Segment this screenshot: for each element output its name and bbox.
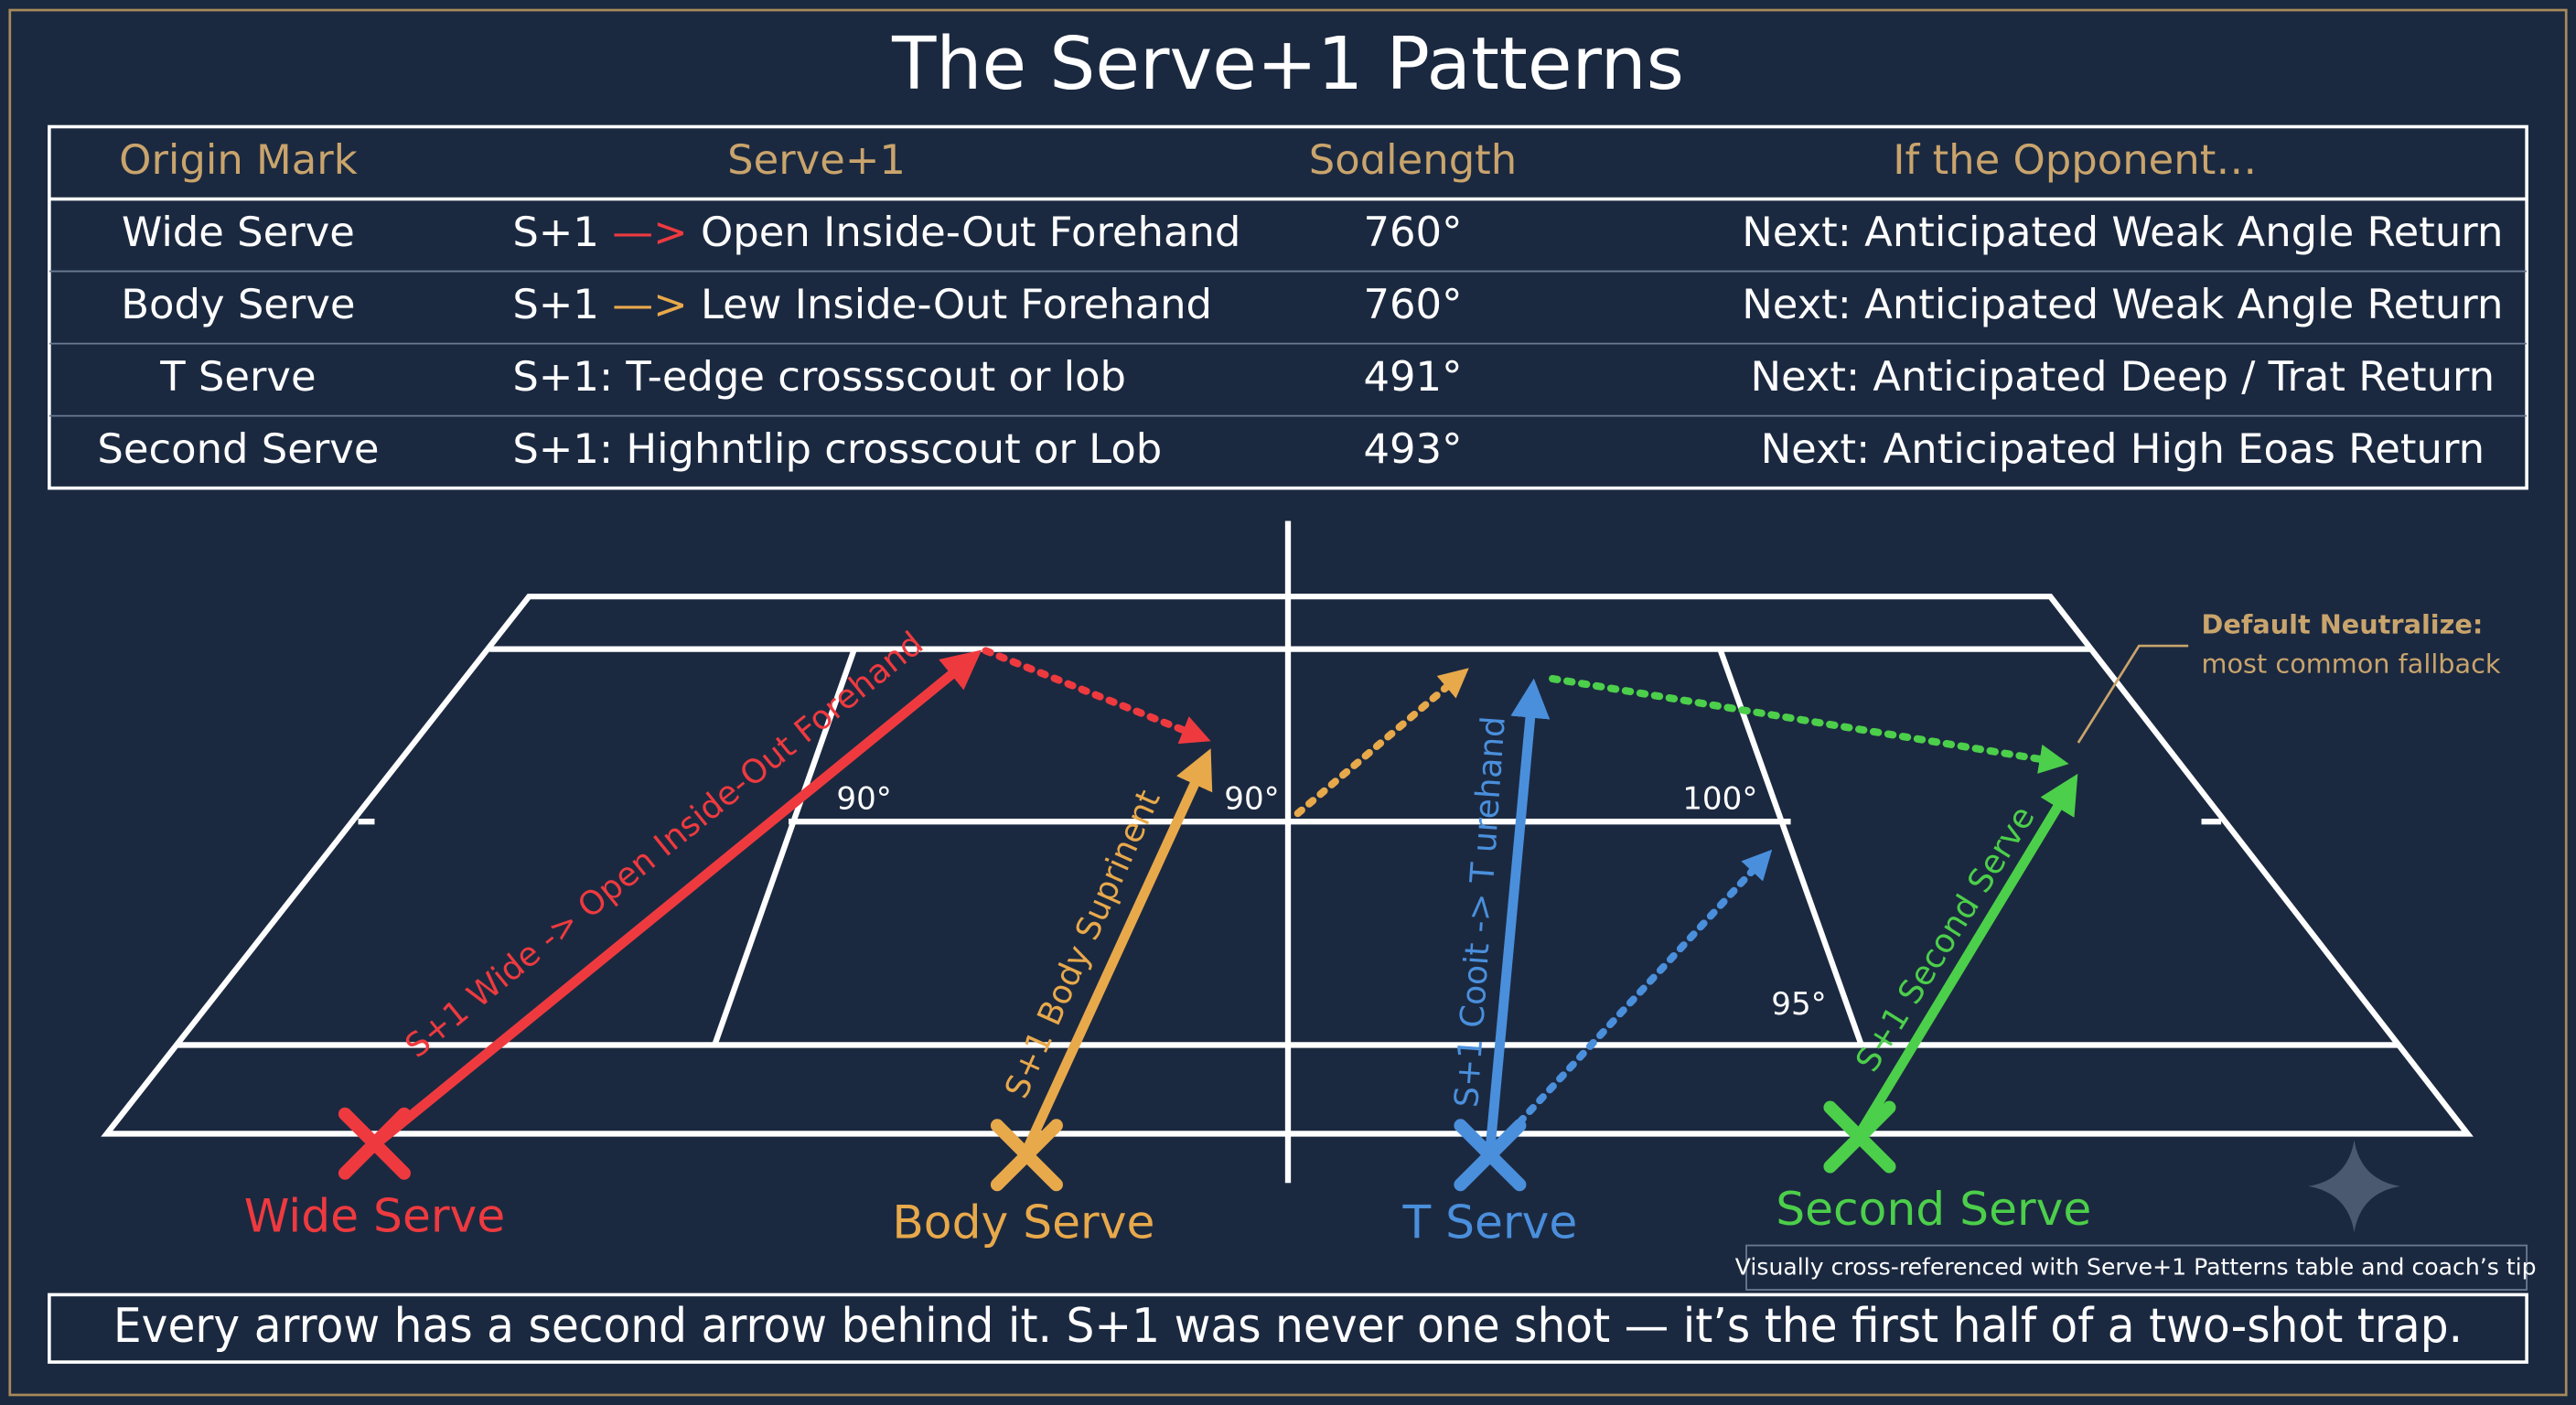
angle-label: 90° [1224, 780, 1279, 817]
x-mark [990, 1119, 1063, 1192]
table-border [48, 124, 2528, 490]
angle-label: 100° [1682, 780, 1757, 817]
shot-part: —> [612, 280, 687, 328]
next-cell: Next: Anticipated Weak Angle Return [1742, 280, 2503, 328]
singles-line [1717, 648, 1864, 1046]
callout-line [2077, 644, 2189, 744]
arrow-dotted [1549, 674, 2069, 774]
shot-cell: S+1 —> Lew Inside-Out Forehand [512, 280, 1212, 328]
origin-cell: Body Serve [121, 280, 355, 328]
court [101, 520, 2474, 1184]
shot-cell: S+1 —> Open Inside-Out Forehand [512, 208, 1240, 256]
arrow [370, 649, 982, 1151]
table: Origin Mark Serve+1 Soɑlength If the Oppone… [48, 124, 2528, 490]
next-cell: Next: Anticipated Weak Angle Return [1742, 208, 2503, 256]
origin-cell: Second Serve [97, 424, 379, 473]
arrow-dotted [1293, 668, 1469, 818]
footer-box [48, 1292, 2528, 1364]
footer: Every arrow has a second arrow behind it… [113, 1299, 2463, 1354]
serve-label: Body Serve [892, 1196, 1154, 1249]
arrow [1485, 678, 1551, 1155]
note: Visually cross-referenced with Serve+1 P… [1735, 1254, 2537, 1281]
header-cell: Serve+1 [727, 135, 906, 184]
callout-title: Default Neutralize: [2202, 608, 2484, 639]
shot-part: S+1 [512, 280, 599, 328]
arrows [338, 647, 2078, 1192]
arrow-dotted [1516, 849, 1773, 1126]
arrow [1022, 748, 1213, 1155]
next-cell: Next: Anticipated High Eoas Return [1761, 424, 2485, 473]
origin-cell: T Serve [159, 352, 316, 401]
serve-label: Wide Serve [244, 1188, 506, 1242]
sparkle-icon [2308, 1140, 2400, 1233]
singles-line [712, 648, 857, 1046]
length-cell: 493° [1363, 424, 1462, 473]
shot-part: Lew Inside-Out Forehand [701, 280, 1212, 328]
callout-text: most common fallback [2202, 649, 2501, 680]
x-mark [1454, 1119, 1527, 1192]
court-outline [101, 594, 2474, 1137]
serve-label: T Serve [1401, 1196, 1577, 1249]
frame [8, 8, 2568, 1397]
header-cell: If the Opponent… [1893, 135, 2257, 184]
x-mark [338, 1107, 411, 1180]
shot-cell: S+1: Highntlip crosscout or Lob [512, 424, 1162, 473]
angle-label: 90° [836, 780, 891, 817]
next-cell: Next: Anticipated Deep / Trat Return [1750, 352, 2495, 401]
length-cell: 760° [1363, 280, 1462, 328]
length-cell: 760° [1363, 208, 1462, 256]
serve-label: Second Serve [1776, 1182, 2091, 1236]
note-box [1745, 1244, 2528, 1291]
angle-label: 95° [1771, 986, 1826, 1023]
length-cell: 491° [1363, 352, 1462, 401]
header-cell: Soɑlength [1309, 135, 1517, 184]
title: The Serve+1 Patterns [891, 22, 1684, 106]
arrow [1854, 773, 2078, 1139]
shot-part: —> [612, 208, 687, 256]
arrow-dotted [982, 647, 1211, 745]
origin-cell: Wide Serve [122, 208, 355, 256]
shot-part: S+1 [512, 208, 599, 256]
shot-cell: S+1: T-edge crossscout or lob [512, 352, 1126, 401]
x-mark [1823, 1100, 1896, 1174]
header-cell: Origin Mark [119, 135, 358, 184]
shot-part: Open Inside-Out Forehand [701, 208, 1240, 256]
